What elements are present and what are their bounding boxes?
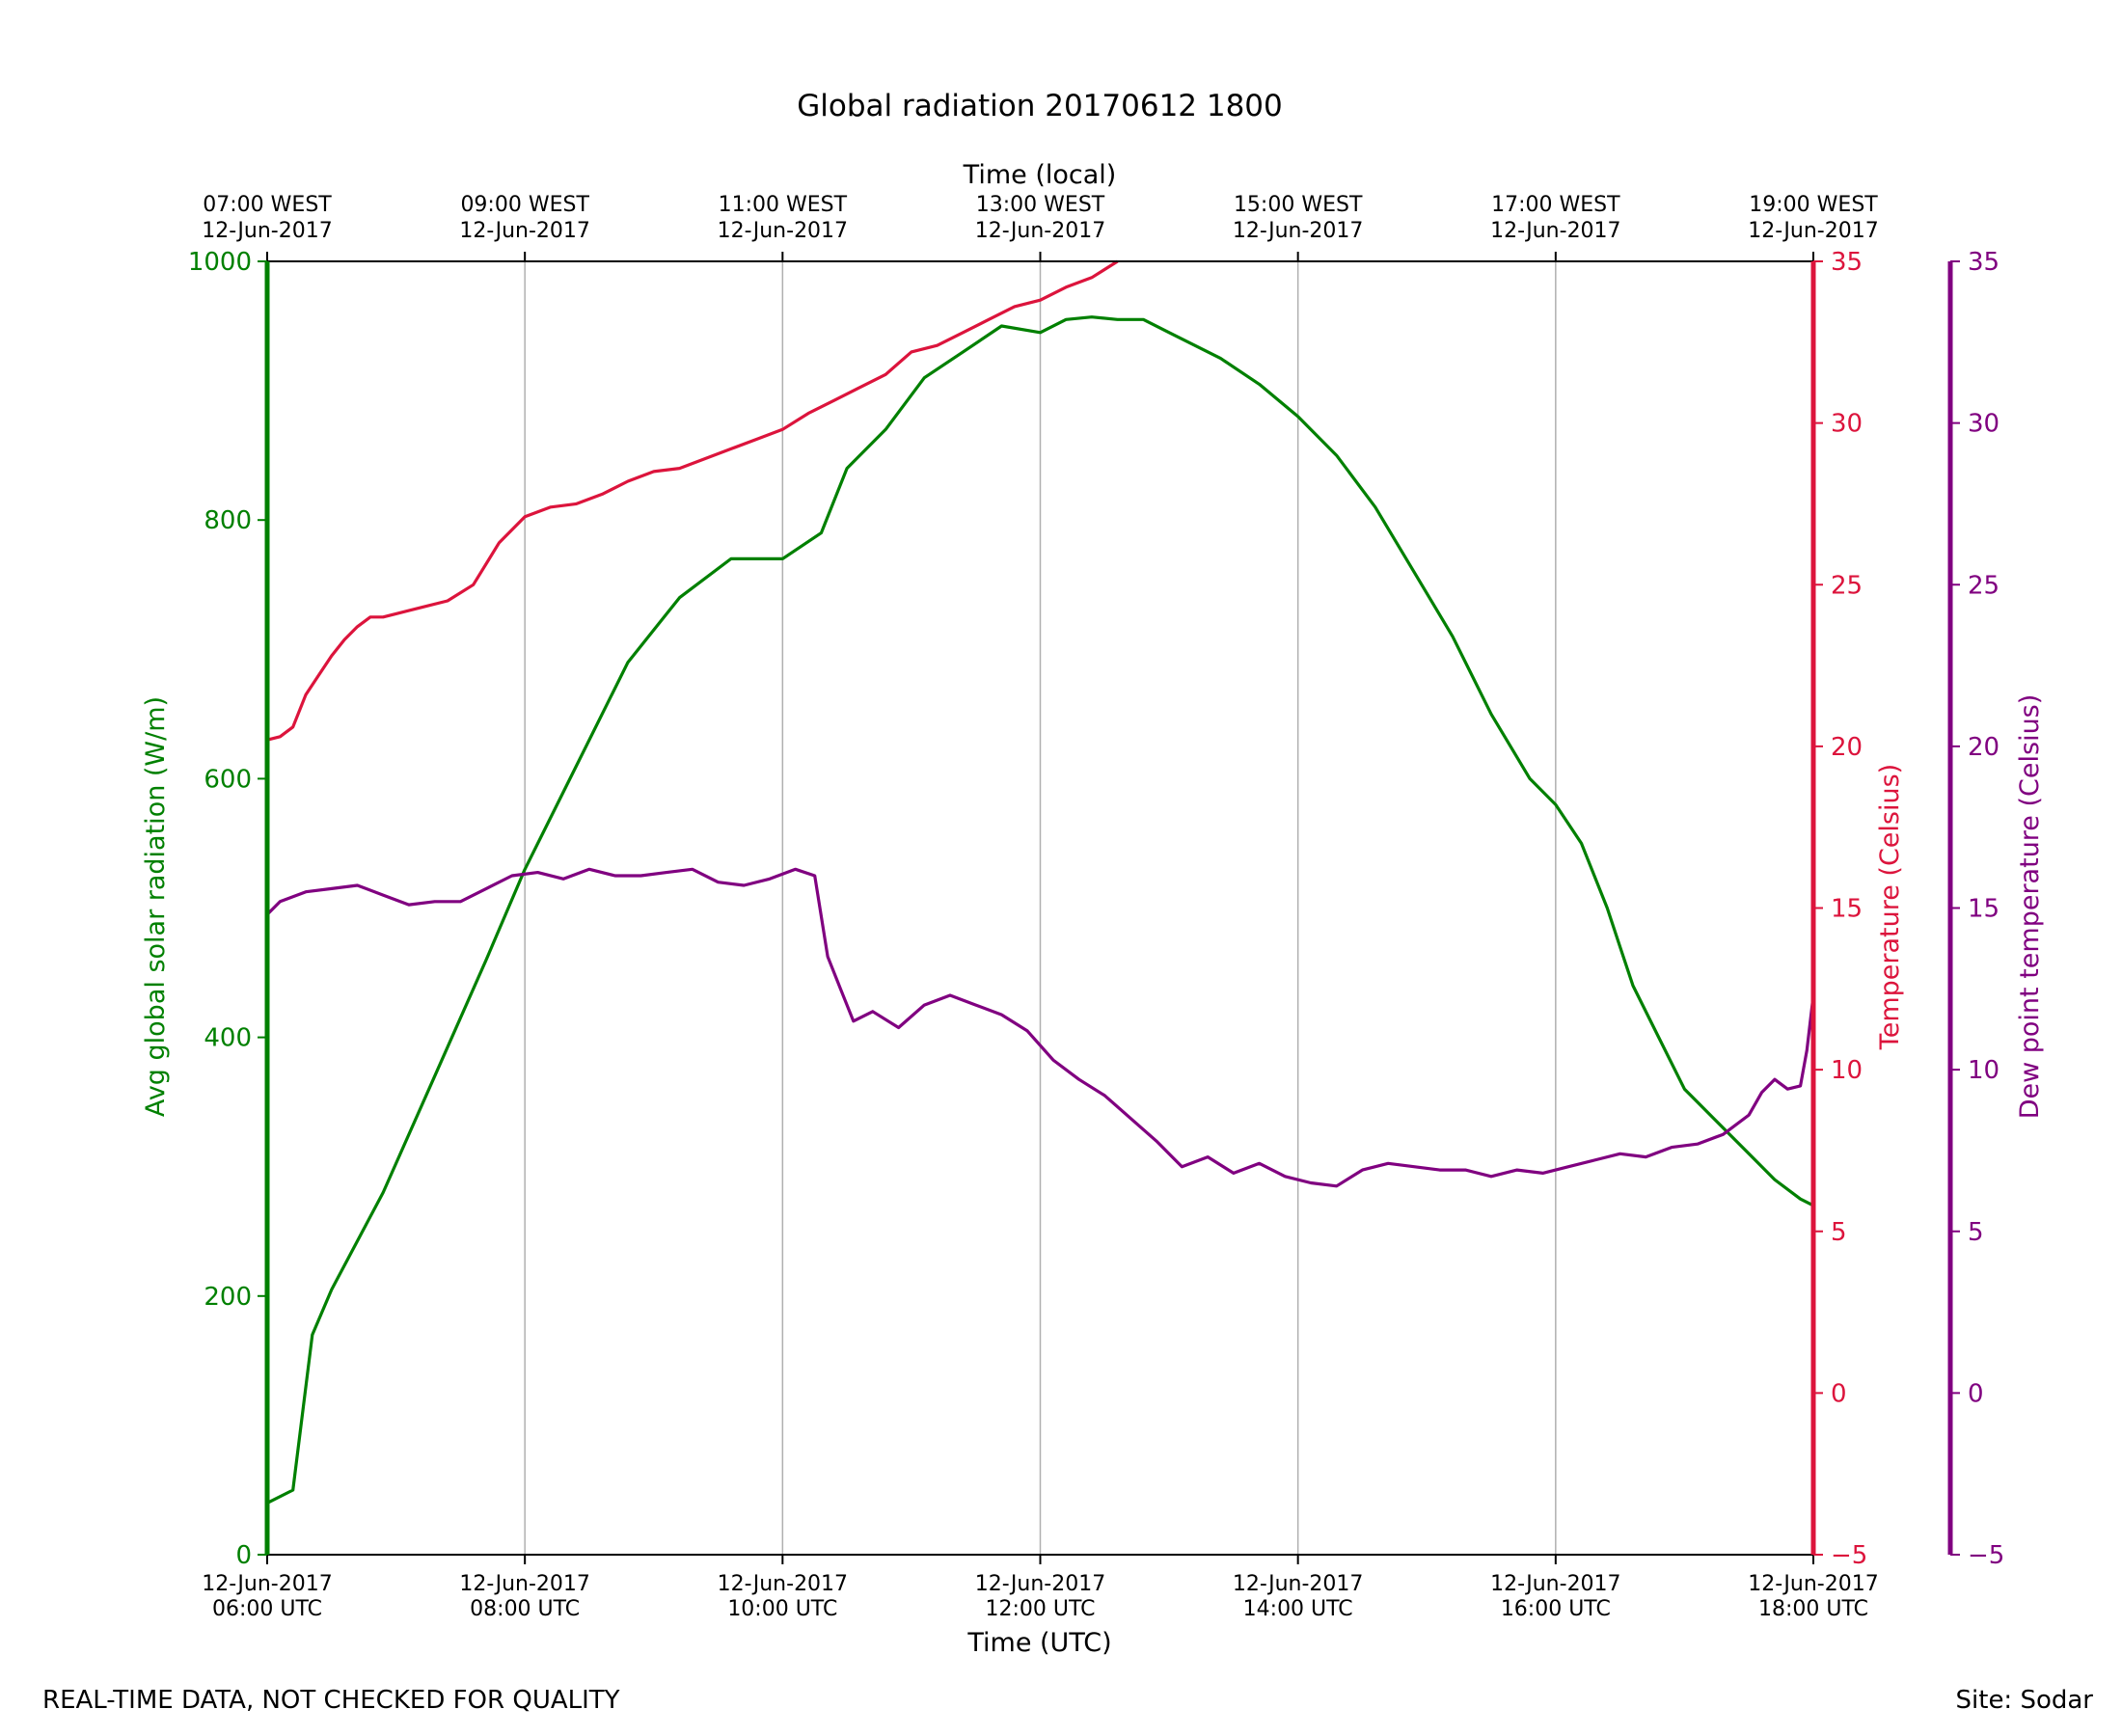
x2-tick-label: 12-Jun-2017 <box>459 219 589 243</box>
y2-tick-label: 5 <box>1831 1218 1847 1247</box>
y3-tick-label: 25 <box>1968 571 2000 600</box>
y3-tick-label: −5 <box>1968 1541 2004 1570</box>
y-tick-label: 0 <box>235 1541 252 1570</box>
x2-tick-label: 12-Jun-2017 <box>1748 219 1878 243</box>
dewpoint-line <box>265 867 1815 1188</box>
x-tick-label: 08:00 UTC <box>470 1597 580 1621</box>
right-axis-label-temperature: Temperature (Celsius) <box>1875 764 1905 1050</box>
y-tick-label: 400 <box>204 1024 252 1053</box>
x-tick-label: 12-Jun-2017 <box>459 1572 589 1596</box>
series-layer <box>265 259 1815 1505</box>
x-tick-label: 12-Jun-2017 <box>718 1572 848 1596</box>
x-tick-label: 18:00 UTC <box>1758 1597 1868 1621</box>
x2-tick-label: 11:00 WEST <box>719 193 848 217</box>
y3-tick-label: 5 <box>1968 1218 1984 1247</box>
y3-tick-label: 10 <box>1968 1056 2000 1085</box>
top-axis-label: Time (local) <box>963 160 1117 190</box>
y3-tick-label: 20 <box>1968 733 2000 762</box>
y2-tick-label: 10 <box>1831 1056 1863 1085</box>
x2-tick-label: 12-Jun-2017 <box>718 219 848 243</box>
x-tick-label: 12-Jun-2017 <box>1748 1572 1878 1596</box>
y2-tick-label: 30 <box>1831 410 1863 439</box>
x-tick-label: 12-Jun-2017 <box>1233 1572 1363 1596</box>
y-tick-label: 600 <box>204 765 252 794</box>
x-tick-label: 12-Jun-2017 <box>975 1572 1105 1596</box>
left-axis-label: Avg global solar radiation (W/m) <box>141 696 171 1117</box>
y2-tick-label: 20 <box>1831 733 1863 762</box>
bottom-axis-label: Time (UTC) <box>966 1628 1111 1658</box>
x2-tick-label: 09:00 WEST <box>460 193 589 217</box>
y3-tick-label: 15 <box>1968 895 2000 924</box>
quality-disclaimer: REAL-TIME DATA, NOT CHECKED FOR QUALITY <box>42 1686 620 1715</box>
radiation-line <box>266 315 1814 1505</box>
y2-tick-label: 15 <box>1831 895 1863 924</box>
x-tick-label: 06:00 UTC <box>212 1597 322 1621</box>
site-label: Site: Sodar <box>1955 1686 2093 1715</box>
x-tick-label: 16:00 UTC <box>1501 1597 1611 1621</box>
x-tick-label: 12:00 UTC <box>985 1597 1095 1621</box>
x2-tick-label: 12-Jun-2017 <box>1490 219 1620 243</box>
y2-tick-label: 35 <box>1831 248 1863 277</box>
x2-tick-label: 12-Jun-2017 <box>202 219 332 243</box>
y2-tick-label: 0 <box>1831 1379 1847 1408</box>
x-tick-label: 14:00 UTC <box>1243 1597 1353 1621</box>
right-axis-label-dewpoint: Dew point temperature (Celsius) <box>2015 694 2045 1120</box>
x2-tick-label: 15:00 WEST <box>1234 193 1363 217</box>
x2-tick-label: 13:00 WEST <box>976 193 1105 217</box>
y-tick-label: 200 <box>204 1283 252 1312</box>
y-tick-label: 800 <box>204 506 252 535</box>
y2-tick-label: 25 <box>1831 571 1863 600</box>
temperature-line <box>266 259 1119 742</box>
y-tick-label: 1000 <box>188 248 252 277</box>
y3-tick-label: 0 <box>1968 1379 1984 1408</box>
x-tick-label: 12-Jun-2017 <box>1490 1572 1620 1596</box>
x2-tick-label: 12-Jun-2017 <box>1233 219 1363 243</box>
chart-title: Global radiation 20170612 1800 <box>797 89 1283 123</box>
y3-tick-label: 35 <box>1968 248 2000 277</box>
x-tick-label: 12-Jun-2017 <box>202 1572 332 1596</box>
x-tick-label: 10:00 UTC <box>727 1597 837 1621</box>
x2-tick-label: 12-Jun-2017 <box>975 219 1105 243</box>
y2-tick-label: −5 <box>1831 1541 1867 1570</box>
x2-tick-label: 19:00 WEST <box>1749 193 1878 217</box>
y3-tick-label: 30 <box>1968 410 2000 439</box>
x2-tick-label: 17:00 WEST <box>1491 193 1620 217</box>
grid-lines <box>266 261 1814 1555</box>
x2-tick-label: 07:00 WEST <box>203 193 332 217</box>
